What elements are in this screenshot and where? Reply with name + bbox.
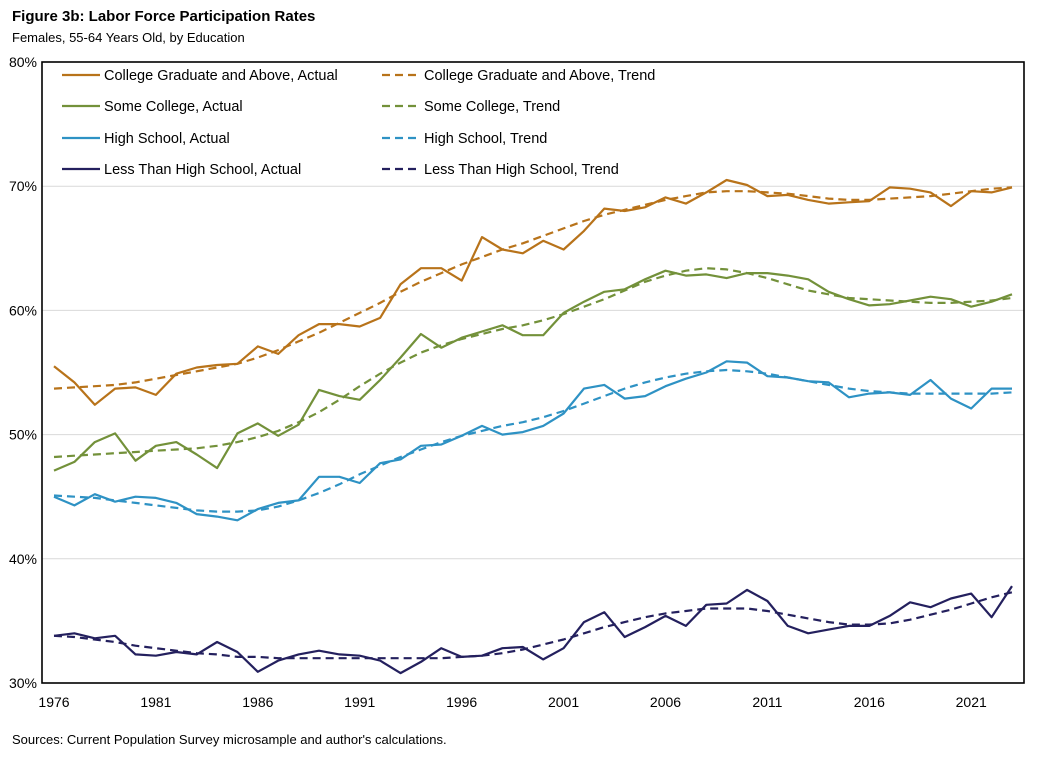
y-tick-label: 50% <box>9 427 37 443</box>
y-tick-label: 60% <box>9 302 37 318</box>
legend-label: Less Than High School, Actual <box>104 162 301 178</box>
y-axis-ticks: 30% 40% 50% 60% 70% 80% <box>9 54 37 691</box>
legend: College Graduate and Above, Actual Colleg… <box>62 68 655 178</box>
series-lines <box>53 178 1013 675</box>
x-tick-label: 2021 <box>956 694 987 710</box>
x-tick-label: 1981 <box>140 694 171 710</box>
x-tick-label: 2001 <box>548 694 579 710</box>
y-tick-label: 40% <box>9 551 37 567</box>
legend-label: College Graduate and Above, Actual <box>104 68 338 84</box>
x-tick-label: 1991 <box>344 694 375 710</box>
legend-label: Some College, Trend <box>424 99 560 115</box>
series-line-less-than-high-school-actual <box>53 585 1013 675</box>
series-line-some-college-actual <box>53 269 1013 472</box>
x-tick-label: 1986 <box>242 694 273 710</box>
x-tick-label: 2011 <box>752 694 782 710</box>
x-tick-label: 2016 <box>854 694 885 710</box>
y-tick-label: 30% <box>9 675 37 691</box>
chart-title: Figure 3b: Labor Force Participation Rat… <box>12 8 316 25</box>
series-line-high-school-trend <box>53 368 1013 513</box>
x-axis-ticks: 1976 1981 1986 1991 1996 2001 2006 2011 2016 2021 <box>38 694 987 710</box>
legend-label: High School, Actual <box>104 131 230 147</box>
chart-subtitle: Females, 55-64 Years Old, by Education <box>12 30 245 45</box>
x-tick-label: 2006 <box>650 694 681 710</box>
legend-label: College Graduate and Above, Trend <box>424 68 655 84</box>
legend-label: High School, Trend <box>424 131 547 147</box>
series-line-college-graduate-and-above-actual <box>53 178 1013 406</box>
source-note: Sources: Current Population Survey micro… <box>12 732 447 747</box>
series-line-high-school-actual <box>53 360 1012 522</box>
legend-label: Less Than High School, Trend <box>424 162 619 178</box>
y-tick-label: 80% <box>9 54 37 70</box>
series-line-less-than-high-school-trend <box>53 591 1013 660</box>
x-tick-label: 1996 <box>446 694 477 710</box>
plot-frame <box>41 61 1025 684</box>
y-tick-label: 70% <box>9 178 37 194</box>
series-line-some-college-trend <box>53 267 1013 459</box>
x-tick-label: 1976 <box>38 694 69 710</box>
legend-label: Some College, Actual <box>104 99 243 115</box>
series-line-college-graduate-and-above-trend <box>53 186 1013 390</box>
